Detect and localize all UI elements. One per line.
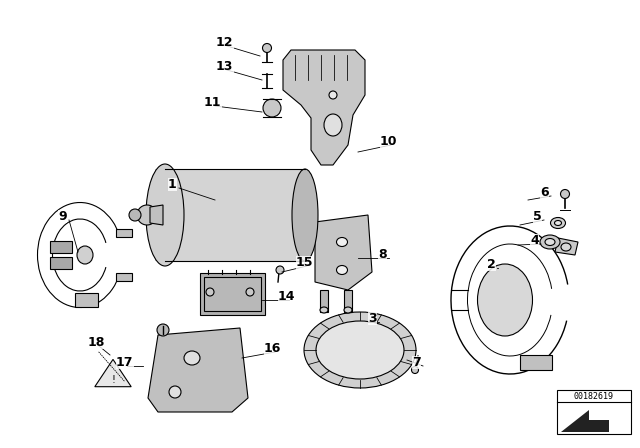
Ellipse shape <box>262 43 271 52</box>
Polygon shape <box>561 410 609 432</box>
Ellipse shape <box>320 307 328 313</box>
Polygon shape <box>50 257 72 269</box>
Ellipse shape <box>337 266 348 275</box>
Text: 15: 15 <box>296 256 314 269</box>
Ellipse shape <box>540 235 560 249</box>
Bar <box>344 290 352 312</box>
Text: 2: 2 <box>487 258 496 271</box>
Ellipse shape <box>329 91 337 99</box>
Ellipse shape <box>412 366 419 374</box>
Text: 10: 10 <box>380 135 397 148</box>
Ellipse shape <box>316 321 404 379</box>
Text: 11: 11 <box>204 96 221 109</box>
Ellipse shape <box>561 190 570 198</box>
Text: 6: 6 <box>540 186 548 199</box>
Polygon shape <box>116 229 132 237</box>
Text: 16: 16 <box>264 342 282 355</box>
Ellipse shape <box>344 307 352 313</box>
Ellipse shape <box>324 114 342 136</box>
Text: !: ! <box>111 375 115 385</box>
Ellipse shape <box>129 209 141 221</box>
Text: 5: 5 <box>533 210 541 223</box>
Ellipse shape <box>137 205 157 225</box>
Text: 18: 18 <box>88 336 106 349</box>
Bar <box>320 290 328 312</box>
Text: 17: 17 <box>116 356 134 369</box>
Text: 9: 9 <box>58 210 67 223</box>
Ellipse shape <box>545 238 555 246</box>
Text: 12: 12 <box>216 36 234 49</box>
Ellipse shape <box>157 324 169 336</box>
Text: 14: 14 <box>278 290 296 303</box>
Polygon shape <box>150 205 163 225</box>
Bar <box>204 277 261 311</box>
Ellipse shape <box>276 266 284 274</box>
Polygon shape <box>116 273 132 281</box>
Polygon shape <box>50 241 72 253</box>
Text: 3: 3 <box>368 312 376 325</box>
Polygon shape <box>315 215 372 290</box>
Text: 8: 8 <box>378 248 387 261</box>
Bar <box>155 169 305 261</box>
Ellipse shape <box>554 220 561 225</box>
Text: 00182619: 00182619 <box>574 392 614 401</box>
Ellipse shape <box>550 217 566 228</box>
Ellipse shape <box>246 288 254 296</box>
Ellipse shape <box>477 264 532 336</box>
Text: 7: 7 <box>412 356 420 369</box>
Polygon shape <box>95 359 131 387</box>
Polygon shape <box>283 50 365 165</box>
Polygon shape <box>520 355 552 370</box>
Ellipse shape <box>146 164 184 266</box>
Bar <box>200 273 265 315</box>
Ellipse shape <box>337 237 348 246</box>
Ellipse shape <box>77 246 93 264</box>
Ellipse shape <box>184 351 200 365</box>
Text: 13: 13 <box>216 60 234 73</box>
Ellipse shape <box>292 169 318 261</box>
Text: 4: 4 <box>530 234 539 247</box>
Text: 1: 1 <box>168 178 177 191</box>
Ellipse shape <box>304 312 416 388</box>
Bar <box>557 390 631 434</box>
Ellipse shape <box>169 386 181 398</box>
Polygon shape <box>75 293 98 307</box>
Polygon shape <box>555 238 578 255</box>
Ellipse shape <box>206 288 214 296</box>
Polygon shape <box>148 328 248 412</box>
Ellipse shape <box>263 99 281 117</box>
Ellipse shape <box>561 243 571 251</box>
